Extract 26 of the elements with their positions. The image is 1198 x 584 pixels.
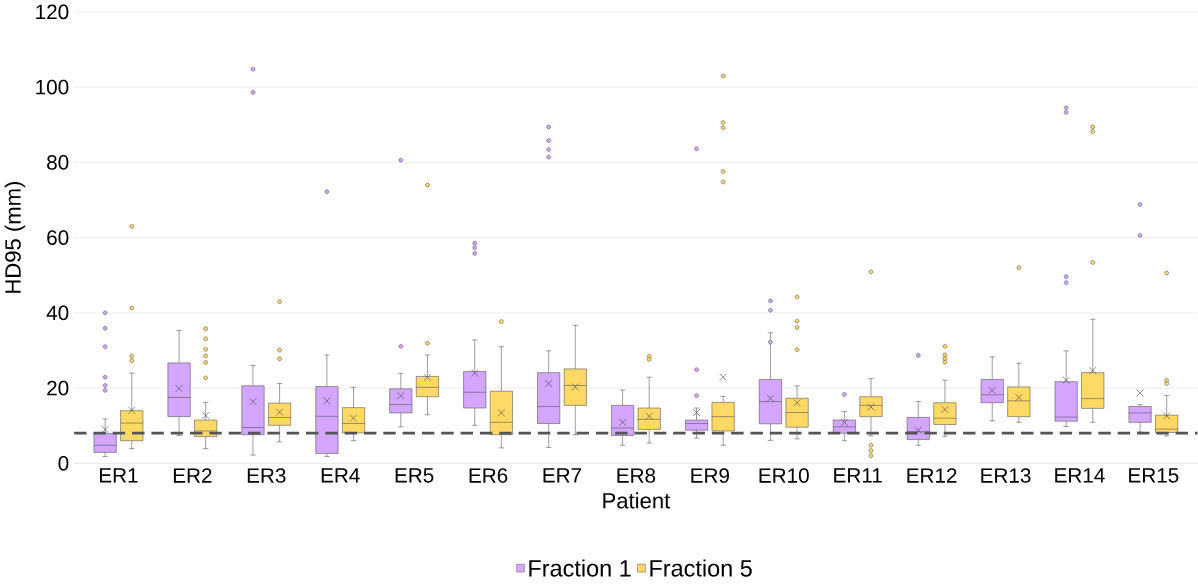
x-tick-label: ER2 — [173, 468, 212, 483]
x-tick-label: ER12 — [907, 468, 957, 483]
x-tick-label: ER14 — [1055, 468, 1105, 483]
y-tick-label: 40 — [46, 305, 69, 321]
x-tick-label: ER15 — [1129, 468, 1179, 483]
x-tick-label: ER4 — [321, 468, 360, 483]
x-tick-label: ER7 — [543, 468, 582, 483]
x-tick-label: ER8 — [617, 468, 656, 483]
x-axis-title: Patient — [603, 492, 671, 509]
y-axis-title: HD95 (mm) — [4, 181, 26, 293]
x-tick-label: ER9 — [691, 468, 729, 483]
y-tick-label: 0 — [58, 455, 69, 471]
x-tick-label: ER5 — [395, 468, 434, 483]
legend-label: Fraction 5 — [650, 559, 752, 577]
x-tick-label: ER11 — [834, 468, 882, 483]
y-tick-label: 80 — [47, 155, 69, 170]
x-tick-label: ER10 — [759, 468, 809, 483]
x-tick-label: ER6 — [469, 468, 508, 483]
y-tick-label: 20 — [47, 380, 69, 396]
y-tick-label: 100 — [36, 79, 69, 95]
y-tick-label: 120 — [36, 4, 69, 20]
x-tick-label: ER13 — [981, 468, 1031, 483]
x-tick-label: ER3 — [247, 468, 286, 483]
y-tick-label: 60 — [47, 230, 69, 245]
x-tick-label: ER1 — [99, 468, 138, 483]
legend-label: Fraction 1 — [529, 559, 631, 577]
